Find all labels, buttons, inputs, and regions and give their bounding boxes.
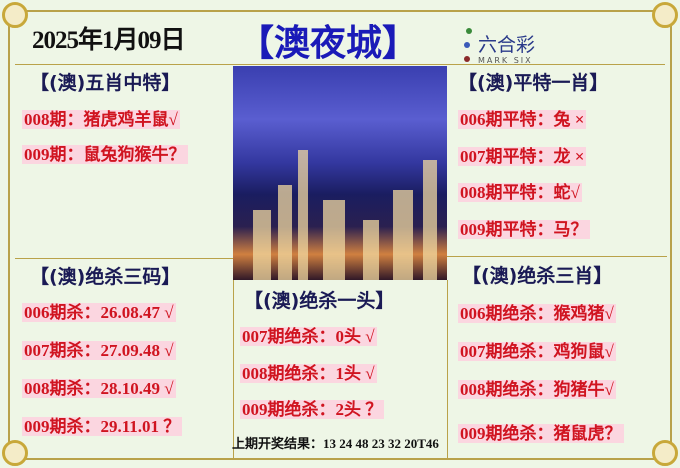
page-date: 2025年1月09日 [32,27,186,54]
corner-ornament [2,2,28,28]
corner-ornament [652,440,678,466]
list-item: 007期绝杀：鸡狗鼠√ [458,342,616,361]
kill-one-head-header: 【(澳)绝杀一头】 [244,290,395,312]
list-item: 007期绝杀：0头 √ [240,327,377,346]
kill-three-zodiac-header: 【(澳)绝杀三肖】 [462,265,613,287]
logo-text: 六合彩 [478,34,536,56]
mark-six-logo: 六合彩 MARK SIX [460,24,540,68]
city-night-photo [233,66,447,280]
corner-ornament [2,440,28,466]
list-item: 009期平特：马？ [458,220,590,239]
divider [447,256,667,257]
list-item: 006期杀：26.08.47 √ [22,303,176,322]
flat-zodiac-header: 【(澳)平特一肖】 [458,72,609,94]
list-item: 009期绝杀：2头 ？ [240,400,385,419]
list-item: 007期平特：龙 × [458,147,587,166]
list-item: 006期绝杀：猴鸡猪√ [458,304,616,323]
list-item: 009期杀：29.11.01 ？ [22,417,183,436]
page-title: 【澳夜城】 [238,23,419,64]
divider [447,280,448,460]
divider [15,258,233,259]
kill-three-numbers-header: 【(澳)绝杀三码】 [30,266,181,288]
list-item: 007期杀：27.09.48 √ [22,341,176,360]
poster-frame [8,10,672,460]
list-item: 008期：猪虎鸡羊鼠√ [22,110,180,129]
list-item: 008期绝杀：1头 √ [240,364,377,383]
five-zodiac-header: 【(澳)五肖中特】 [30,72,181,94]
list-item: 006期平特：兔 × [458,110,587,129]
list-item: 009期：鼠兔狗猴牛？ [22,145,188,164]
list-item: 008期平特：蛇√ [458,183,582,202]
list-item: 008期绝杀：狗猪牛√ [458,380,616,399]
corner-ornament [652,2,678,28]
divider [233,280,234,460]
list-item: 008期杀：28.10.49 √ [22,379,176,398]
logo-subtext: MARK SIX [478,56,533,65]
last-draw-result: 上期开奖结果：13 24 48 23 32 20T46 [232,436,439,451]
list-item: 009期绝杀：猪鼠虎？ [458,424,624,443]
divider [15,64,665,65]
